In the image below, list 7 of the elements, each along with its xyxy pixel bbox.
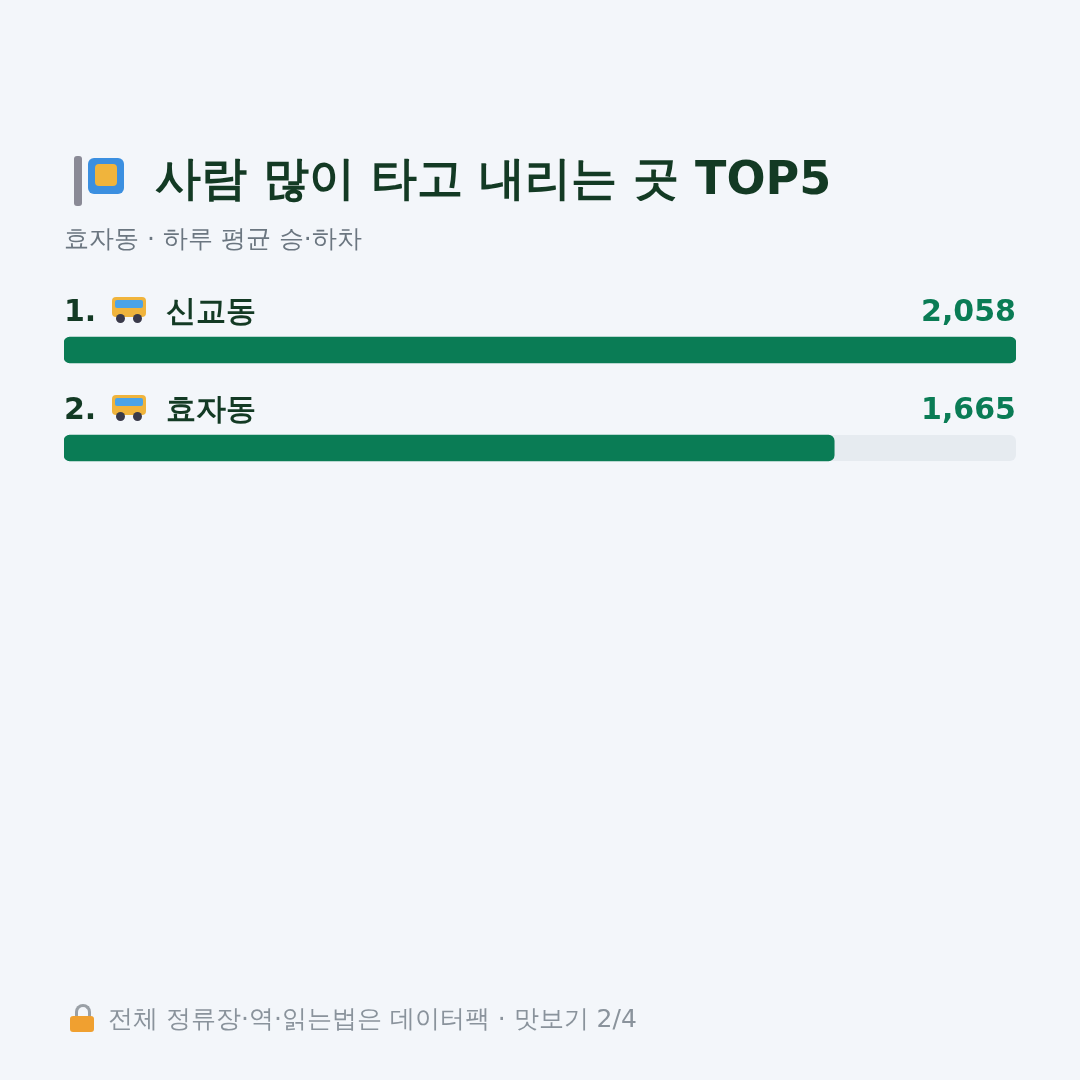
chart-title: 사람 많이 타고 내리는 곳 TOP5 bbox=[155, 150, 832, 207]
text: 전체 정류장·역·읽는법은 데이터팩 · 맛보기 2/4 bbox=[108, 1003, 637, 1035]
data-label: 2,058 bbox=[921, 293, 1016, 328]
category-label: 1. 신교동 bbox=[64, 293, 257, 328]
category-label: 2. 효자동 bbox=[64, 391, 257, 426]
chart-subtitle: 효자동 · 하루 평균 승·하차 bbox=[64, 223, 362, 255]
data-label: 1,665 bbox=[921, 391, 1016, 426]
